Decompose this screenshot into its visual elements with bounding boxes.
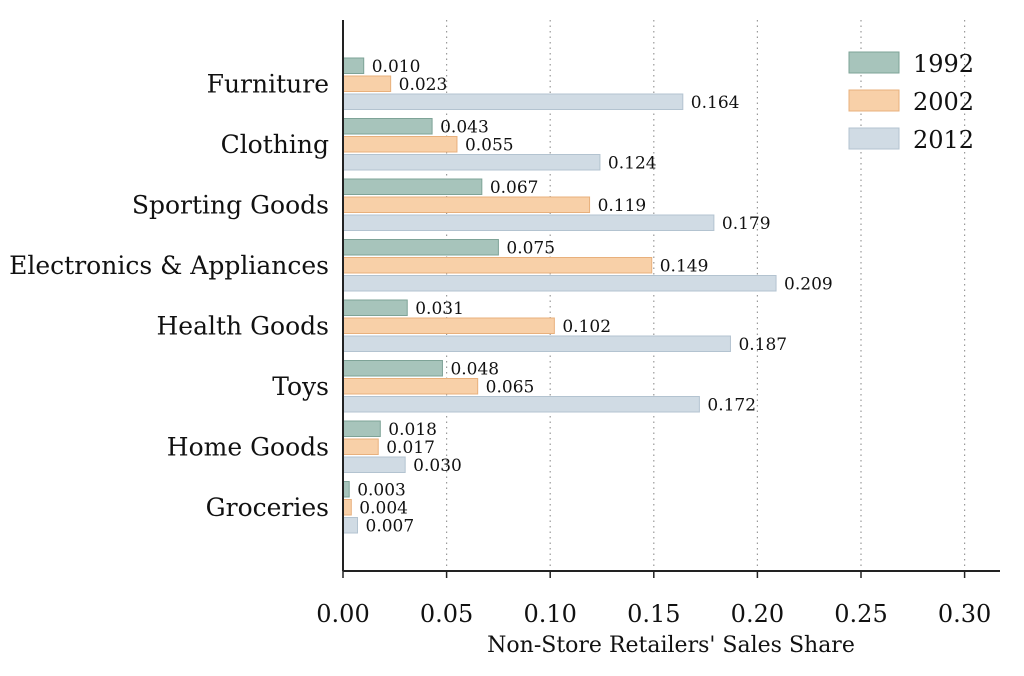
x-axis-label: Non-Store Retailers' Sales Share: [487, 633, 855, 658]
bar-1992: [342, 239, 499, 256]
legend-swatch-2002: [848, 89, 900, 112]
legend-swatch-1992: [848, 51, 900, 74]
bar-2012: [342, 275, 777, 292]
category-label: Groceries: [206, 493, 329, 522]
bar-value-label: 0.023: [399, 75, 448, 95]
bar-2002: [342, 196, 591, 213]
category-label: Clothing: [221, 130, 329, 159]
bar-2012: [342, 154, 601, 171]
bar-2012: [342, 214, 715, 231]
bar-1992: [342, 178, 483, 195]
bar-2012: [342, 335, 731, 352]
legend-label: 1992: [913, 50, 974, 78]
category-label: Health Goods: [157, 311, 330, 340]
legend-label: 2012: [913, 126, 974, 154]
x-tick-label: 0.25: [834, 600, 887, 628]
x-tick-label: 0.10: [523, 600, 576, 628]
bar-2002: [342, 378, 479, 395]
legend-swatch-2012: [848, 127, 900, 150]
x-tick-label: 0.15: [627, 600, 680, 628]
bar-value-label: 0.031: [415, 299, 464, 319]
bar-value-label: 0.007: [366, 516, 415, 536]
legend: 1992 2002 2012: [848, 50, 974, 154]
bar-2002: [342, 499, 352, 516]
category-label: Furniture: [207, 69, 329, 98]
bar-value-label: 0.209: [784, 274, 833, 294]
bar-value-label: 0.018: [388, 420, 437, 440]
bars-layer: [342, 57, 777, 534]
category-label: Toys: [272, 372, 329, 401]
bar-2012: [342, 517, 359, 534]
legend-label: 2002: [913, 88, 974, 116]
bar-value-label: 0.048: [450, 359, 499, 379]
bar-value-label: 0.164: [691, 93, 740, 113]
bar-1992: [342, 420, 381, 437]
bar-1992: [342, 118, 433, 135]
bar-value-label: 0.043: [440, 117, 489, 137]
bar-value-label: 0.030: [413, 456, 462, 476]
bar-2012: [342, 93, 684, 110]
bar-value-label: 0.075: [506, 238, 555, 258]
bar-value-label: 0.003: [357, 480, 406, 500]
grid-layer: [446, 20, 966, 571]
x-tick-label: 0.05: [420, 600, 473, 628]
bar-value-label: 0.119: [598, 196, 647, 216]
bar-1992: [342, 299, 408, 316]
bar-value-label: 0.065: [486, 377, 535, 397]
bar-value-label: 0.187: [738, 335, 787, 355]
x-ticks: 0.00 0.05 0.10 0.15 0.20 0.25 0.30: [316, 571, 991, 628]
x-tick-label: 0.00: [316, 600, 369, 628]
bar-2012: [342, 396, 700, 413]
bar-value-label: 0.055: [465, 135, 514, 155]
category-label: Electronics & Appliances: [9, 251, 329, 280]
bar-1992: [342, 57, 365, 74]
bar-2012: [342, 456, 406, 473]
bar-value-label: 0.179: [722, 214, 771, 234]
bar-value-label: 0.124: [608, 153, 657, 173]
bar-2002: [342, 75, 392, 92]
bar-value-label: 0.102: [562, 317, 611, 337]
x-tick-label: 0.20: [731, 600, 784, 628]
bar-value-label: 0.149: [660, 256, 709, 276]
bar-2002: [342, 136, 458, 153]
category-label: Sporting Goods: [132, 190, 329, 219]
bar-value-label: 0.017: [386, 438, 435, 458]
bar-value-label: 0.067: [490, 178, 539, 198]
category-labels-layer: Furniture Clothing Sporting Goods Electroni…: [9, 69, 329, 522]
bar-value-label: 0.010: [372, 57, 421, 77]
x-tick-label: 0.30: [938, 600, 991, 628]
bar-2002: [342, 257, 653, 274]
bar-value-label: 0.004: [359, 498, 408, 518]
bar-value-label: 0.172: [707, 395, 756, 415]
bar-2002: [342, 317, 555, 334]
category-label: Home Goods: [167, 432, 329, 461]
bar-2002: [342, 438, 379, 455]
axes: [342, 20, 1000, 572]
bar-1992: [342, 360, 443, 377]
